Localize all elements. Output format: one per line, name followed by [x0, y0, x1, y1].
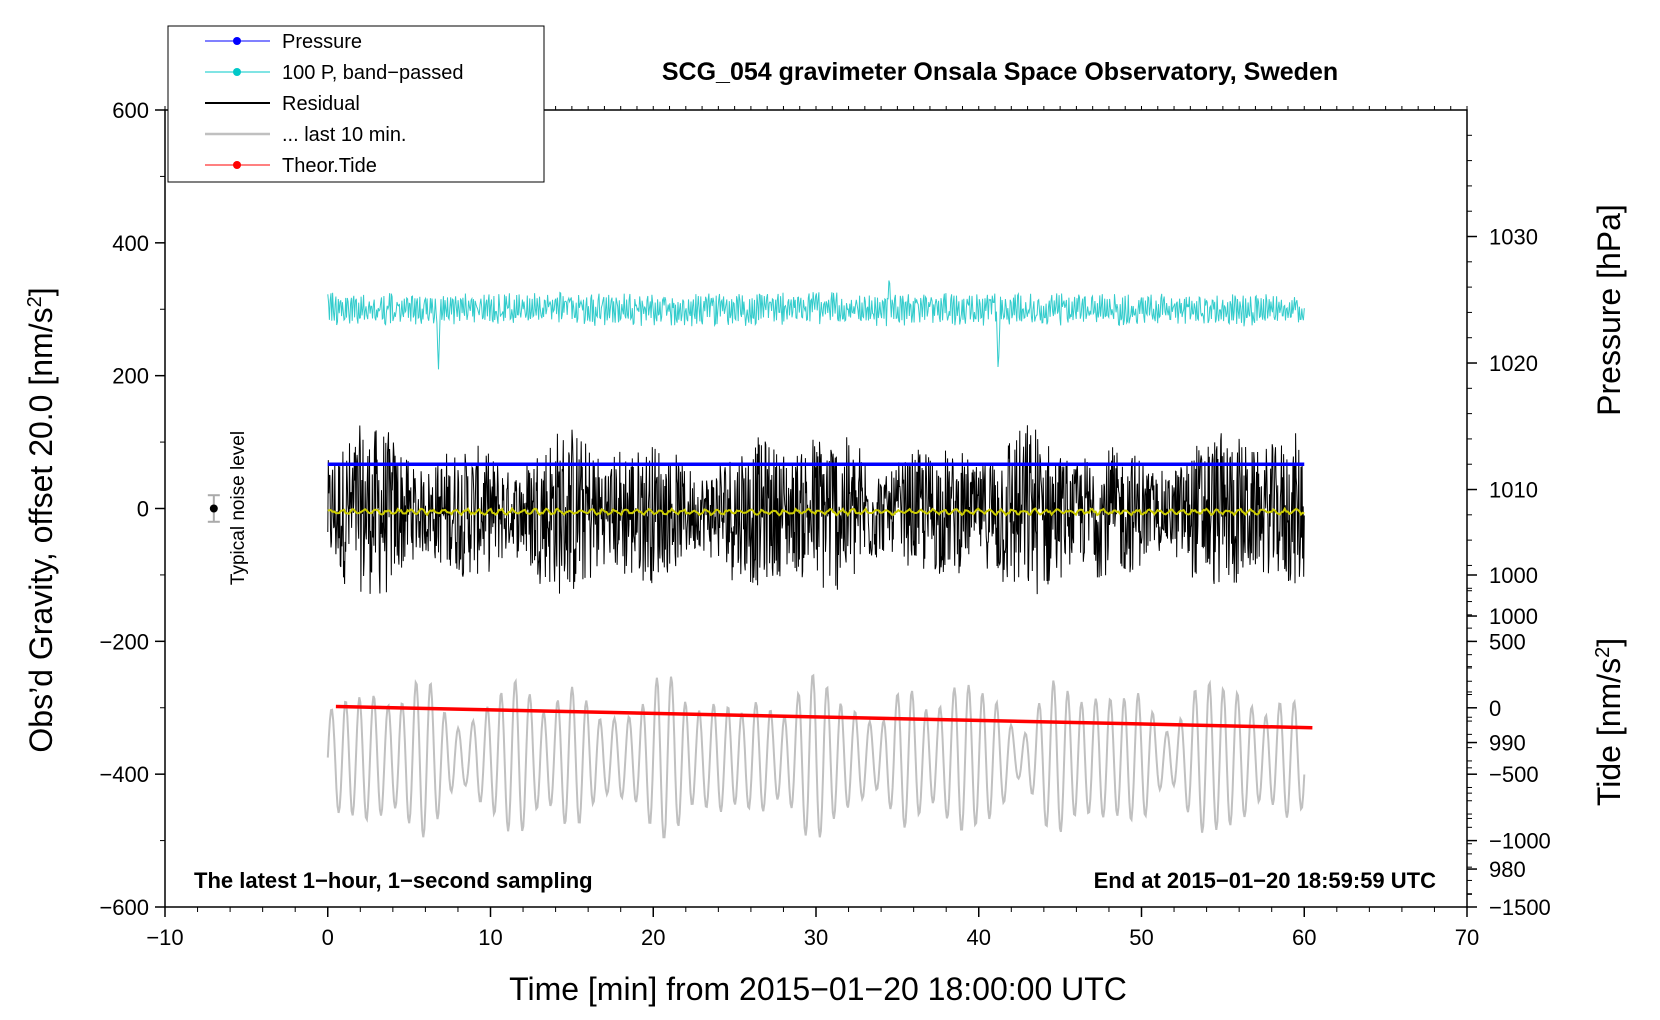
series-line-theor-tide	[335, 704, 1313, 730]
series-line-residual-smoothed	[327, 506, 1305, 518]
x-tick-label: 70	[1455, 925, 1479, 950]
x-tick-label: 40	[967, 925, 991, 950]
y-axis-label-pressure: Pressure [hPa]	[1591, 204, 1627, 416]
pressure-tick-label: 980	[1489, 857, 1526, 882]
series-layer	[326, 280, 1313, 839]
annotation-right: End at 2015−01−20 18:59:59 UTC	[1094, 868, 1437, 893]
x-tick-label: 0	[322, 925, 334, 950]
x-axis-label: Time [min] from 2015−01−20 18:00:00 UTC	[509, 971, 1127, 1007]
y-tick-label: −200	[99, 629, 149, 654]
pressure-tick-label: 990	[1489, 731, 1526, 756]
noise-indicator	[207, 494, 220, 523]
series-line-band-passed	[327, 280, 1305, 370]
tide-tick-label: −1500	[1489, 895, 1551, 920]
legend-marker	[233, 68, 241, 76]
x-tick-label: 50	[1129, 925, 1153, 950]
series-line-residual	[327, 425, 1305, 595]
legend-label: 100 P, band−passed	[282, 62, 463, 84]
legend-label: Pressure	[282, 31, 362, 53]
chart-title: SCG_054 gravimeter Onsala Space Observat…	[662, 58, 1338, 86]
legend-marker	[233, 161, 241, 169]
tide-tick-label: 500	[1489, 629, 1526, 654]
pressure-tick-label: 1010	[1489, 478, 1538, 503]
y-tick-label: 200	[112, 364, 149, 389]
x-tick-label: 60	[1292, 925, 1316, 950]
annotation-left: The latest 1−hour, 1−second sampling	[194, 868, 593, 893]
ticks-layer: −10 0 10 20 30 40 50 60 706004002000−200−400−600…	[99, 98, 1550, 950]
series-line-last-10-min	[326, 673, 1306, 839]
legend: Pressure 100 P, band−passed Residual ... la…	[167, 25, 545, 183]
y-tick-label: −400	[99, 762, 149, 787]
legend-label: Theor.Tide	[282, 155, 377, 177]
pressure-tick-label: 1020	[1489, 351, 1538, 376]
y-tick-label: 0	[137, 497, 149, 522]
x-tick-label: 20	[641, 925, 665, 950]
y-tick-label: −600	[99, 895, 149, 920]
tide-tick-label: 0	[1489, 696, 1501, 721]
legend-marker	[233, 37, 241, 45]
tide-tick-label: −1000	[1489, 829, 1551, 854]
pressure-tick-label: 1030	[1489, 225, 1538, 250]
y-axis-label-left: Obs’d Gravity, offset 20.0 [nm/s2]	[23, 287, 59, 752]
tide-tick-label: −500	[1489, 762, 1539, 787]
y-tick-label: 600	[112, 98, 149, 123]
noise-point	[209, 504, 218, 513]
x-tick-label: 10	[478, 925, 502, 950]
y-axis-label-tide: Tide [nm/s2]	[1591, 638, 1627, 806]
legend-label: ... last 10 min.	[282, 124, 407, 146]
tide-tick-label: 1000	[1489, 563, 1538, 588]
legend-items: Pressure 100 P, band−passed Residual ... la…	[205, 31, 463, 177]
x-tick-label: −10	[146, 925, 183, 950]
pressure-tick-label: 1000	[1489, 604, 1538, 629]
y-tick-label: 400	[112, 231, 149, 256]
legend-label: Residual	[282, 93, 360, 115]
x-tick-label: 30	[804, 925, 828, 950]
noise-label: Typical noise level	[228, 431, 249, 585]
